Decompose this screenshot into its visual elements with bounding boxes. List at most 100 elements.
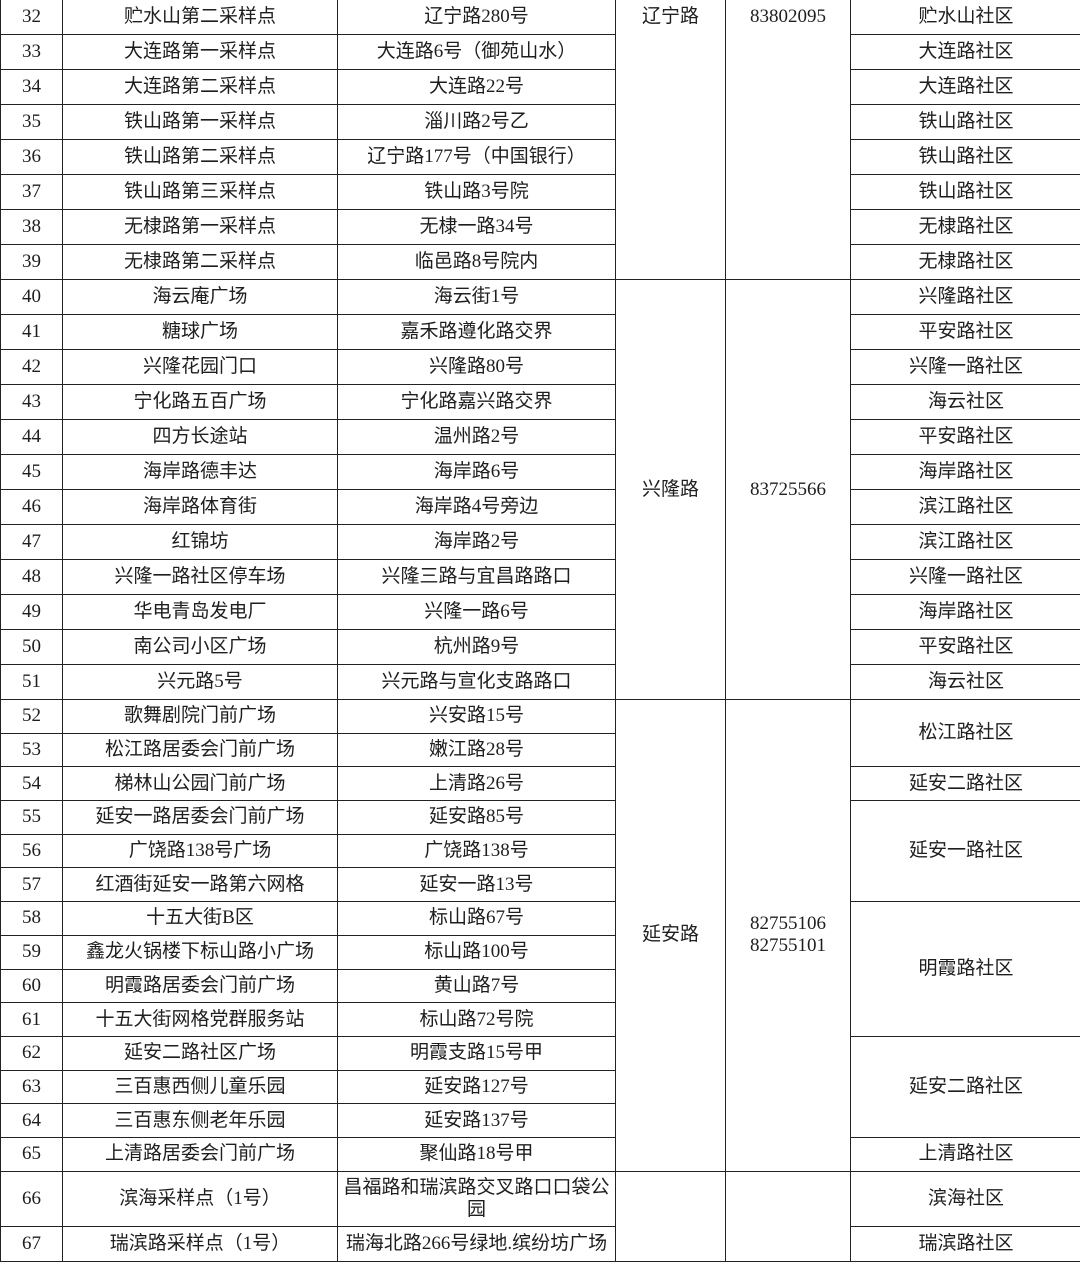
sampling-site-name: 兴元路5号 [63, 665, 338, 700]
site-address: 大连路6号（御苑山水） [338, 35, 616, 70]
sampling-site-name: 广饶路138号广场 [63, 834, 338, 868]
row-number: 44 [1, 420, 63, 455]
community-name: 铁山路社区 [851, 140, 1080, 175]
contact-phone: 83725566 [726, 280, 851, 700]
community-name: 铁山路社区 [851, 105, 1080, 140]
sampling-site-name: 鑫龙火锅楼下标山路小广场 [63, 935, 338, 969]
sampling-site-name: 海岸路德丰达 [63, 455, 338, 490]
site-address: 海岸路2号 [338, 525, 616, 560]
site-address: 辽宁路177号（中国银行） [338, 140, 616, 175]
site-address: 聚仙路18号甲 [338, 1137, 616, 1171]
sampling-site-name: 上清路居委会门前广场 [63, 1137, 338, 1171]
sampling-site-name: 延安二路社区广场 [63, 1036, 338, 1070]
site-address: 海云街1号 [338, 280, 616, 315]
district-name: 辽宁路 [616, 0, 726, 280]
row-number: 56 [1, 834, 63, 868]
sampling-site-name: 大连路第二采样点 [63, 70, 338, 105]
site-address: 宁化路嘉兴路交界 [338, 385, 616, 420]
row-number: 40 [1, 280, 63, 315]
community-name: 延安二路社区 [851, 767, 1080, 801]
sampling-site-name: 松江路居委会门前广场 [63, 733, 338, 767]
community-name: 无棣路社区 [851, 245, 1080, 280]
site-address: 嘉禾路遵化路交界 [338, 315, 616, 350]
site-address: 黄山路7号 [338, 969, 616, 1003]
sampling-site-name: 无棣路第一采样点 [63, 210, 338, 245]
phone-number: 82755101 [730, 935, 846, 957]
community-name: 滨江路社区 [851, 525, 1080, 560]
community-name: 滨江路社区 [851, 490, 1080, 525]
contact-phone [726, 1171, 851, 1261]
row-number: 65 [1, 1137, 63, 1171]
row-number: 39 [1, 245, 63, 280]
row-number: 50 [1, 630, 63, 665]
district-name: 兴隆路 [616, 280, 726, 700]
sampling-site-name: 延安一路居委会门前广场 [63, 801, 338, 835]
row-number: 60 [1, 969, 63, 1003]
site-address: 兴隆三路与宜昌路路口 [338, 560, 616, 595]
row-number: 47 [1, 525, 63, 560]
sampling-site-name: 南公司小区广场 [63, 630, 338, 665]
sampling-site-name: 铁山路第二采样点 [63, 140, 338, 175]
row-number: 45 [1, 455, 63, 490]
site-address: 广饶路138号 [338, 834, 616, 868]
site-address: 淄川路2号乙 [338, 105, 616, 140]
sampling-site-name: 红酒街延安一路第六网格 [63, 868, 338, 902]
row-number: 42 [1, 350, 63, 385]
sampling-site-name: 三百惠西侧儿童乐园 [63, 1070, 338, 1104]
site-address: 嫩江路28号 [338, 733, 616, 767]
phone-number: 82755106 [730, 913, 846, 935]
row-number: 36 [1, 140, 63, 175]
sampling-site-name: 贮水山第二采样点 [63, 0, 338, 35]
site-address: 延安一路13号 [338, 868, 616, 902]
row-number: 35 [1, 105, 63, 140]
row-number: 66 [1, 1171, 63, 1226]
site-address: 温州路2号 [338, 420, 616, 455]
row-number: 58 [1, 902, 63, 936]
site-address: 昌福路和瑞滨路交叉路口口袋公园 [338, 1171, 616, 1226]
community-name: 兴隆一路社区 [851, 350, 1080, 385]
sampling-site-name: 十五大街B区 [63, 902, 338, 936]
row-number: 53 [1, 733, 63, 767]
sampling-site-name: 铁山路第一采样点 [63, 105, 338, 140]
site-address: 兴元路与宣化支路路口 [338, 665, 616, 700]
district-name [616, 1171, 726, 1261]
sampling-site-name: 兴隆花园门口 [63, 350, 338, 385]
community-name: 无棣路社区 [851, 210, 1080, 245]
community-name: 松江路社区 [851, 700, 1080, 767]
community-name: 延安一路社区 [851, 801, 1080, 902]
community-name: 滨海社区 [851, 1171, 1080, 1226]
sampling-site-name: 明霞路居委会门前广场 [63, 969, 338, 1003]
row-number: 49 [1, 595, 63, 630]
site-address: 明霞支路15号甲 [338, 1036, 616, 1070]
site-address: 延安路127号 [338, 1070, 616, 1104]
site-address: 上清路26号 [338, 767, 616, 801]
community-name: 贮水山社区 [851, 0, 1080, 35]
site-address: 海岸路6号 [338, 455, 616, 490]
site-address: 临邑路8号院内 [338, 245, 616, 280]
row-number: 54 [1, 767, 63, 801]
contact-phone: 83802095 [726, 0, 851, 280]
sampling-site-name: 梯林山公园门前广场 [63, 767, 338, 801]
sampling-site-name: 瑞滨路采样点（1号） [63, 1226, 338, 1261]
community-name: 铁山路社区 [851, 175, 1080, 210]
site-address: 瑞海北路266号绿地.缤纷坊广场 [338, 1226, 616, 1261]
community-name: 延安二路社区 [851, 1036, 1080, 1137]
community-name: 瑞滨路社区 [851, 1226, 1080, 1261]
site-address: 海岸路4号旁边 [338, 490, 616, 525]
